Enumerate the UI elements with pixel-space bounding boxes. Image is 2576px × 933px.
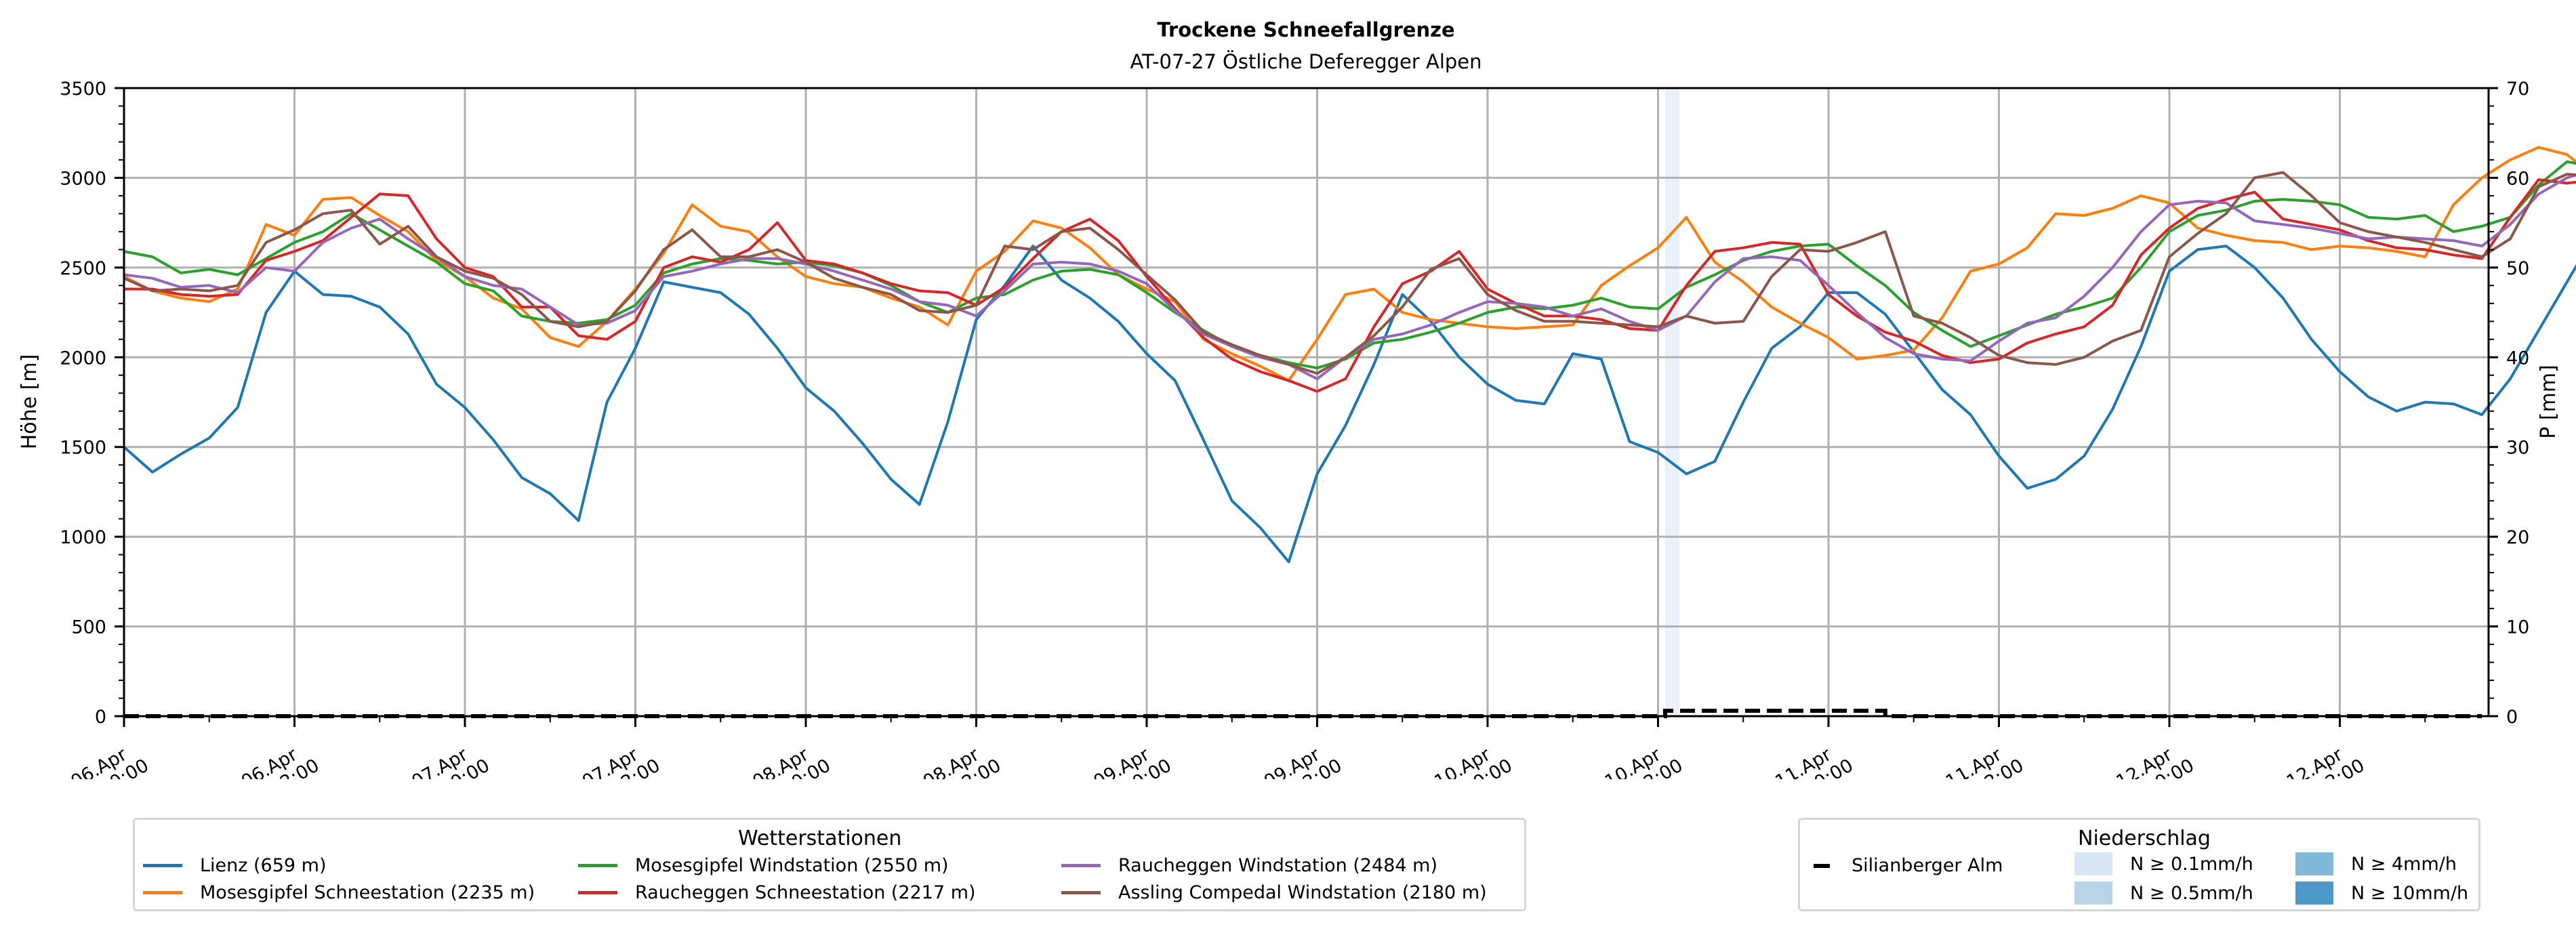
legend-item: Raucheggen Schneestation (2217 m) — [578, 882, 976, 903]
level-swatch — [2295, 882, 2333, 905]
precip-shade-band — [1664, 88, 1679, 716]
legend-item-precip-line: Silianberger Alm — [1814, 855, 2003, 876]
chart-title: Trockene Schneefallgrenze — [1157, 18, 1454, 41]
legend-line-swatch — [1061, 864, 1101, 867]
y-tick-label: 2000 — [60, 348, 106, 369]
grid-lines — [124, 88, 2489, 716]
legend-precip-title: Niederschlag — [2078, 827, 2211, 850]
y-tick-label-right: 0 — [2506, 707, 2518, 728]
level-swatch — [2074, 852, 2112, 875]
legend-item-level: N ≥ 4mm/h — [2295, 852, 2457, 875]
legend-item-level: N ≥ 0.5mm/h — [2074, 882, 2253, 905]
dashed-line-swatch — [1814, 863, 1834, 868]
legend-line-swatch — [143, 891, 182, 894]
y-axis-right: 0 10 20 30 40 50 60 70 — [2489, 79, 2529, 728]
legend-line-swatch — [578, 864, 617, 867]
legend-stations: Wetterstationen Lienz (659 m) Mosesgipfe… — [133, 818, 1526, 911]
y-tick-label-right: 70 — [2506, 79, 2529, 100]
precip-shading-layer — [1664, 88, 1679, 716]
y-tick-label-right: 60 — [2506, 168, 2529, 189]
legend-label: Lienz (659 m) — [200, 855, 327, 876]
legend-item-level: N ≥ 0.1mm/h — [2074, 852, 2253, 875]
chart-subtitle: AT-07-27 Östliche Deferegger Alpen — [1130, 50, 1481, 73]
y-tick-label: 3500 — [60, 79, 106, 100]
series-line — [123, 173, 2576, 381]
y-axis-label-right: P [mm] — [2537, 365, 2560, 438]
y-tick-label: 1500 — [60, 438, 106, 459]
series-line — [123, 245, 2576, 564]
legend-line-swatch — [143, 864, 182, 867]
legend-label: Silianberger Alm — [1852, 855, 2003, 876]
series-line — [123, 160, 2576, 370]
legend-label: N ≥ 4mm/h — [2351, 853, 2457, 875]
legend-precipitation: Niederschlag Silianberger Alm N ≥ 0.1mm/… — [1798, 818, 2480, 911]
legend-line-swatch — [1061, 891, 1101, 894]
legend-label: N ≥ 10mm/h — [2351, 882, 2469, 904]
y-tick-label-right: 10 — [2506, 617, 2529, 638]
legend-item-level: N ≥ 10mm/h — [2295, 882, 2468, 905]
y-tick-label: 3000 — [60, 168, 106, 189]
y-tick-label: 0 — [95, 707, 106, 728]
legend-label: Assling Compedal Windstation (2180 m) — [1118, 882, 1487, 903]
series-layer — [123, 146, 2576, 564]
y-tick-label: 500 — [71, 617, 106, 638]
legend-label: Mosesgipfel Windstation (2550 m) — [635, 855, 949, 876]
series-line — [123, 146, 2576, 382]
snowline-chart: Trockene Schneefallgrenze AT-07-27 Östli… — [18, 18, 2576, 779]
y-axis-label-left: Höhe [m] — [18, 354, 41, 450]
y-tick-label-right: 30 — [2506, 438, 2529, 459]
legend-item: Raucheggen Windstation (2484 m) — [1061, 855, 1437, 876]
plot-frame — [123, 87, 2490, 718]
y-axis-left: 0 500 1000 1500 2000 2500 3000 3500 — [60, 79, 124, 728]
legend-item: Assling Compedal Windstation (2180 m) — [1061, 882, 1487, 903]
y-tick-label: 1000 — [60, 527, 106, 548]
legend-line-swatch — [578, 891, 617, 894]
series-line — [123, 171, 2576, 375]
legend-item: Mosesgipfel Schneestation (2235 m) — [143, 882, 535, 903]
legend-label: Raucheggen Windstation (2484 m) — [1118, 855, 1437, 876]
level-swatch — [2074, 882, 2112, 905]
level-swatch — [2295, 852, 2333, 875]
y-tick-label-right: 40 — [2506, 348, 2529, 369]
legend-label: Raucheggen Schneestation (2217 m) — [635, 882, 976, 903]
y-tick-label-right: 20 — [2506, 527, 2529, 548]
y-tick-label-right: 50 — [2506, 258, 2529, 279]
y-tick-label: 2500 — [60, 258, 106, 279]
legend-item: Lienz (659 m) — [143, 855, 327, 876]
legend-label: N ≥ 0.1mm/h — [2130, 853, 2253, 875]
legend-label: Mosesgipfel Schneestation (2235 m) — [200, 882, 535, 903]
legend-item: Mosesgipfel Windstation (2550 m) — [578, 855, 949, 876]
legend-stations-title: Wetterstationen — [738, 827, 902, 850]
legend-label: N ≥ 0.5mm/h — [2130, 882, 2253, 904]
